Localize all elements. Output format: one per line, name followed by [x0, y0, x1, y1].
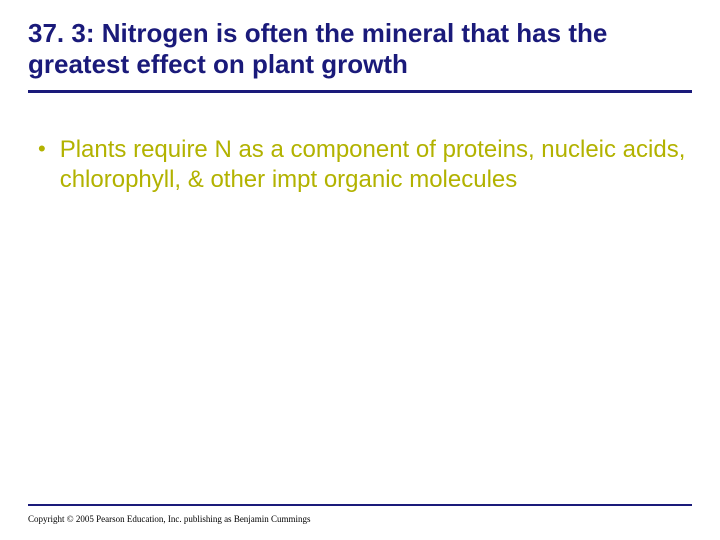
slide-container: 37. 3: Nitrogen is often the mineral tha… [0, 0, 720, 540]
footer-divider [28, 504, 692, 506]
bullet-marker-icon: • [38, 135, 46, 163]
slide-title: 37. 3: Nitrogen is often the mineral tha… [28, 18, 692, 88]
slide-body: • Plants require N as a component of pro… [28, 135, 692, 195]
copyright-text: Copyright © 2005 Pearson Education, Inc.… [28, 514, 311, 524]
bullet-item: • Plants require N as a component of pro… [32, 135, 692, 195]
bullet-text: Plants require N as a component of prote… [60, 135, 692, 195]
title-underline [28, 90, 692, 93]
